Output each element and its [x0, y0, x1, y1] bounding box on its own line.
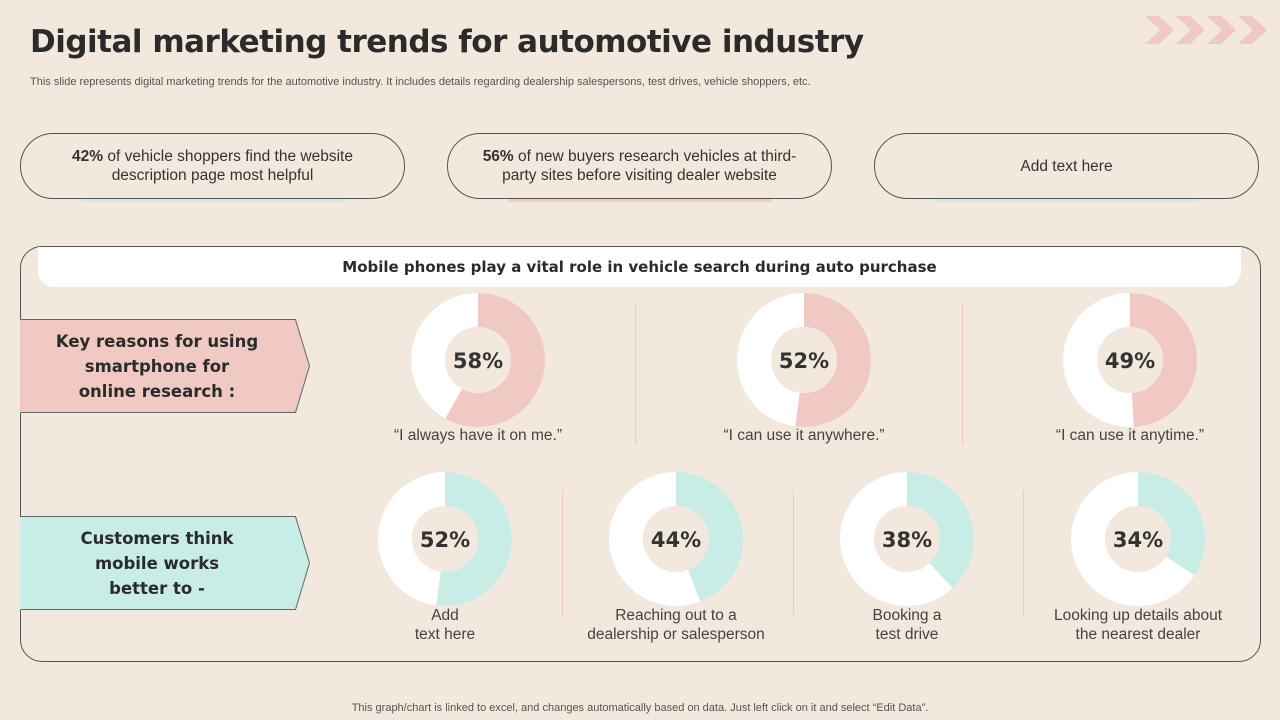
donut-center: [445, 327, 511, 393]
donut-chart: 34%: [1071, 472, 1205, 606]
stat-underline: [509, 199, 771, 202]
main-panel: [20, 246, 1261, 662]
donut-center: [771, 327, 837, 393]
stat-text: of vehicle shoppers find the website des…: [103, 148, 353, 184]
donut-value-arc: [1063, 293, 1197, 427]
row2-tag-outline: [20, 516, 311, 610]
donut-value-arc: [840, 472, 974, 606]
stat-highlight: 56%: [482, 148, 514, 165]
row1-tag: Key reasons for using smartphone for onl…: [20, 320, 310, 413]
donut-value-label: 49%: [1105, 349, 1155, 373]
donut-category-label: Booking a test drive: [872, 607, 942, 643]
chevrons-icon: [1145, 16, 1267, 44]
donut-chart: 52%: [378, 472, 512, 606]
donut-value-label: 34%: [1113, 528, 1163, 552]
donut-chart: 58%: [411, 293, 545, 427]
stat-underline: [936, 199, 1198, 202]
donut-center: [874, 506, 940, 572]
donut-chart: 52%: [737, 293, 871, 427]
page-title: Digital marketing trends for automotive …: [30, 24, 864, 60]
row2-tag: Customers think mobile works better to -: [20, 517, 310, 610]
donut-chart: 38%: [840, 472, 974, 606]
row2-divider: [562, 490, 563, 615]
row1-tag-text: Key reasons for using smartphone for onl…: [55, 332, 259, 401]
row1-divider: [635, 305, 636, 445]
donut-center: [643, 506, 709, 572]
stat-text: Add text here: [1020, 157, 1113, 175]
donut-category-label: Looking up details about the nearest dea…: [1053, 607, 1223, 643]
donut-category-label: Add text here: [414, 607, 476, 643]
row1-divider: [962, 305, 963, 445]
stat-card-placeholder: Add text here: [874, 133, 1259, 199]
donut-value-label: 44%: [651, 528, 701, 552]
panel-banner: Mobile phones play a vital role in vehic…: [38, 247, 1241, 287]
row2-tag-text: Customers think mobile works better to -: [80, 529, 234, 598]
donut-category-label: “I always have it on me.”: [394, 427, 562, 444]
donut-center: [1105, 506, 1171, 572]
donut-value-arc: [737, 293, 871, 427]
donut-value-arc: [378, 472, 512, 606]
row2-divider: [1023, 490, 1024, 615]
stat-highlight: 42%: [72, 148, 104, 165]
donut-chart: 44%: [609, 472, 743, 606]
donut-category-label: “I can use it anytime.”: [1055, 427, 1205, 444]
donut-center: [1097, 327, 1163, 393]
donut-value-label: 58%: [453, 349, 503, 373]
donut-value-label: 52%: [779, 349, 829, 373]
page-subtitle: This slide represents digital marketing …: [30, 76, 811, 88]
donut-chart: 49%: [1063, 293, 1197, 427]
stat-card-shoppers: 42% of vehicle shoppers find the website…: [20, 133, 405, 199]
row2-divider: [793, 490, 794, 615]
footer-note: This graph/chart is linked to excel, and…: [351, 702, 929, 714]
donut-category-label: Reaching out to a dealership or salesper…: [587, 607, 765, 643]
donut-category-label: “I can use it anywhere.”: [723, 427, 885, 444]
donut-value-arc: [411, 293, 545, 427]
stat-underline: [82, 199, 344, 202]
donut-value-label: 52%: [420, 528, 470, 552]
donut-value-arc: [1071, 472, 1205, 606]
stat-text: of new buyers research vehicles at third…: [502, 148, 797, 184]
donut-center: [412, 506, 478, 572]
donut-value-arc: [609, 472, 743, 606]
stat-card-buyers: 56% of new buyers research vehicles at t…: [447, 133, 832, 199]
donut-value-label: 38%: [882, 528, 932, 552]
row1-tag-outline: [20, 319, 311, 413]
